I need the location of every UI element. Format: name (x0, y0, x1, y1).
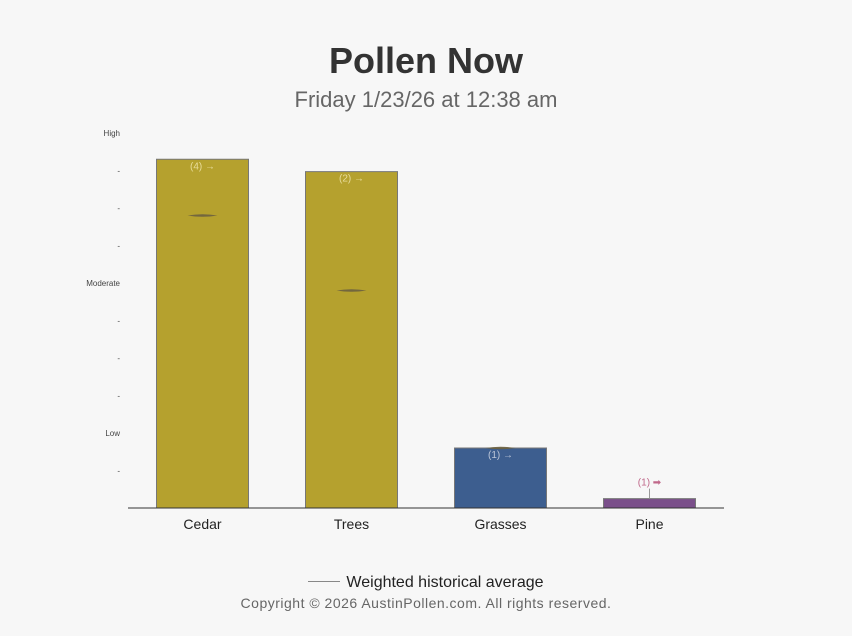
chart-subtitle: Friday 1/23/26 at 12:38 am (294, 87, 558, 112)
bar-value-label: (2) → (339, 174, 364, 185)
historical-average-legend-icon (308, 581, 341, 583)
y-tick-label: - (117, 317, 120, 326)
x-tick-label: Pine (635, 516, 663, 532)
bar-value-label: (1) → (488, 450, 513, 461)
chart-legend: Weighted historical average (0, 574, 852, 592)
x-tick-label: Grasses (474, 516, 526, 532)
y-tick-label: Moderate (86, 279, 120, 288)
y-tick-label: High (104, 129, 120, 138)
y-tick-label: - (117, 467, 120, 476)
y-tick-label: Low (105, 429, 120, 438)
legend-label: Weighted historical average (346, 574, 544, 591)
bar-trees (305, 171, 398, 509)
bar-value-label: (1) ➡ (638, 478, 662, 489)
historical-average-marker (187, 214, 218, 217)
bar-cedar (156, 158, 249, 509)
y-tick-label: - (117, 392, 120, 401)
chart-title: Pollen Now (328, 40, 523, 81)
y-tick-label: - (117, 242, 120, 251)
copyright-text: Copyright © 2026 AustinPollen.com. All r… (240, 595, 612, 611)
x-tick-label: Trees (334, 516, 369, 532)
bar-value-label: (4) → (190, 161, 215, 172)
x-tick-label: Cedar (183, 516, 221, 532)
historical-average-marker (336, 289, 367, 292)
y-tick-label: - (117, 204, 120, 213)
historical-average-marker (485, 446, 516, 450)
y-tick-label: - (117, 167, 120, 176)
bar-pine (603, 498, 696, 509)
y-tick-label: - (117, 354, 120, 363)
